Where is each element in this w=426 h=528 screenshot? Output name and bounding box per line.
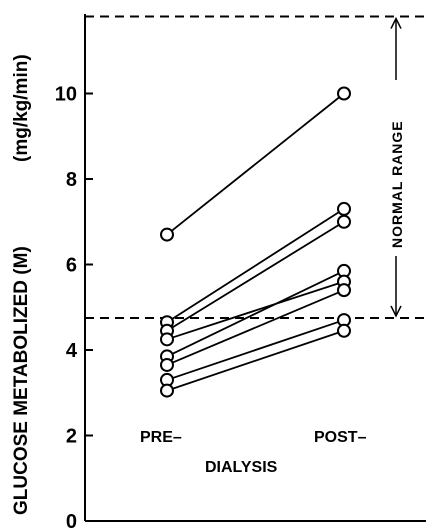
y-axis-label-unit: (mg/kg/min): [11, 54, 32, 162]
normal-range-label: NORMAL RANGE: [389, 120, 405, 248]
data-point-pre: [160, 357, 174, 372]
series-line: [166, 208, 345, 323]
y-tick-label: 6: [66, 255, 77, 277]
y-tick-label: 4: [66, 340, 78, 362]
category-label-post: POST–: [314, 429, 367, 446]
data-point-pre: [160, 227, 174, 242]
category-label-pre: PRE–: [140, 429, 182, 446]
y-tick-label: 10: [55, 84, 77, 106]
series-line: [166, 289, 345, 366]
normal-range-annotation: [85, 15, 426, 319]
axes: 0 2 4 6 8 10: [55, 14, 426, 528]
data-point-pre: [160, 383, 174, 398]
group-label-dialysis: DIALYSIS: [205, 459, 278, 476]
series-line: [166, 319, 345, 381]
series-group: [160, 86, 351, 398]
arrowhead-down: [390, 305, 402, 318]
series-line: [166, 329, 345, 392]
data-point-post: [337, 214, 351, 229]
arrowhead-up: [390, 16, 402, 29]
data-point-post: [337, 86, 351, 101]
data-point-post: [337, 323, 351, 338]
y-tick-label: 0: [66, 511, 77, 528]
series-line: [166, 92, 345, 236]
series-line: [166, 220, 345, 332]
data-point-pre: [160, 332, 174, 347]
series-line: [166, 270, 345, 358]
series-line: [166, 280, 345, 341]
y-tick-label: 8: [66, 169, 77, 191]
data-point-post: [337, 201, 351, 216]
data-point-post: [337, 283, 351, 298]
y-axis-label-main: GLUCOSE METABOLIZED (M): [11, 246, 32, 515]
y-tick-label: 2: [66, 426, 77, 448]
